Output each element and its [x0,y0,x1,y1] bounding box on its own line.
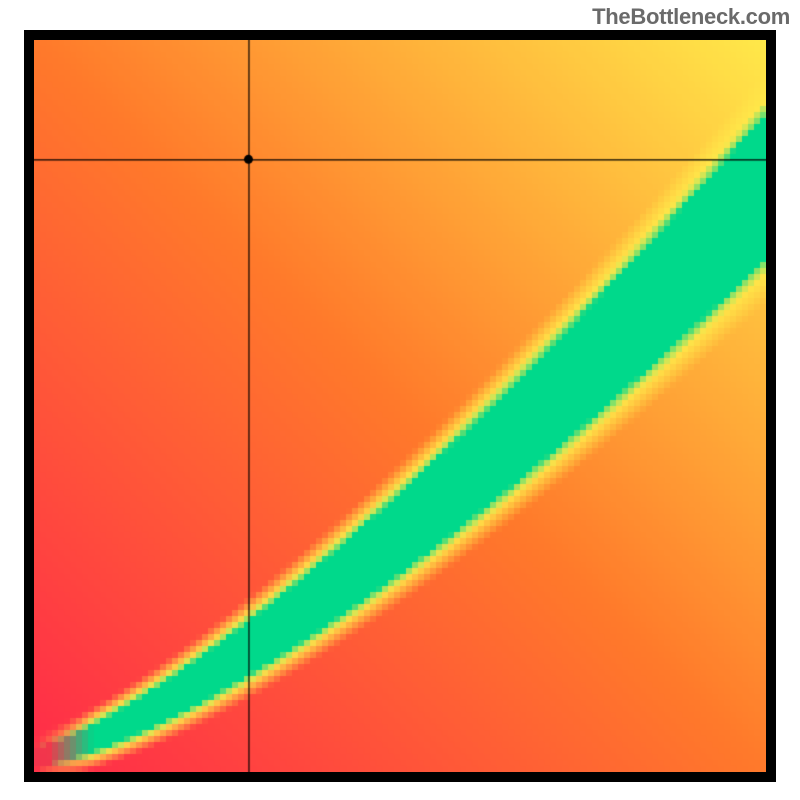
watermark-text: TheBottleneck.com [592,4,790,30]
heatmap-canvas [34,40,766,772]
plot-inner [34,40,766,772]
plot-frame [24,30,776,782]
container: TheBottleneck.com [0,0,800,800]
